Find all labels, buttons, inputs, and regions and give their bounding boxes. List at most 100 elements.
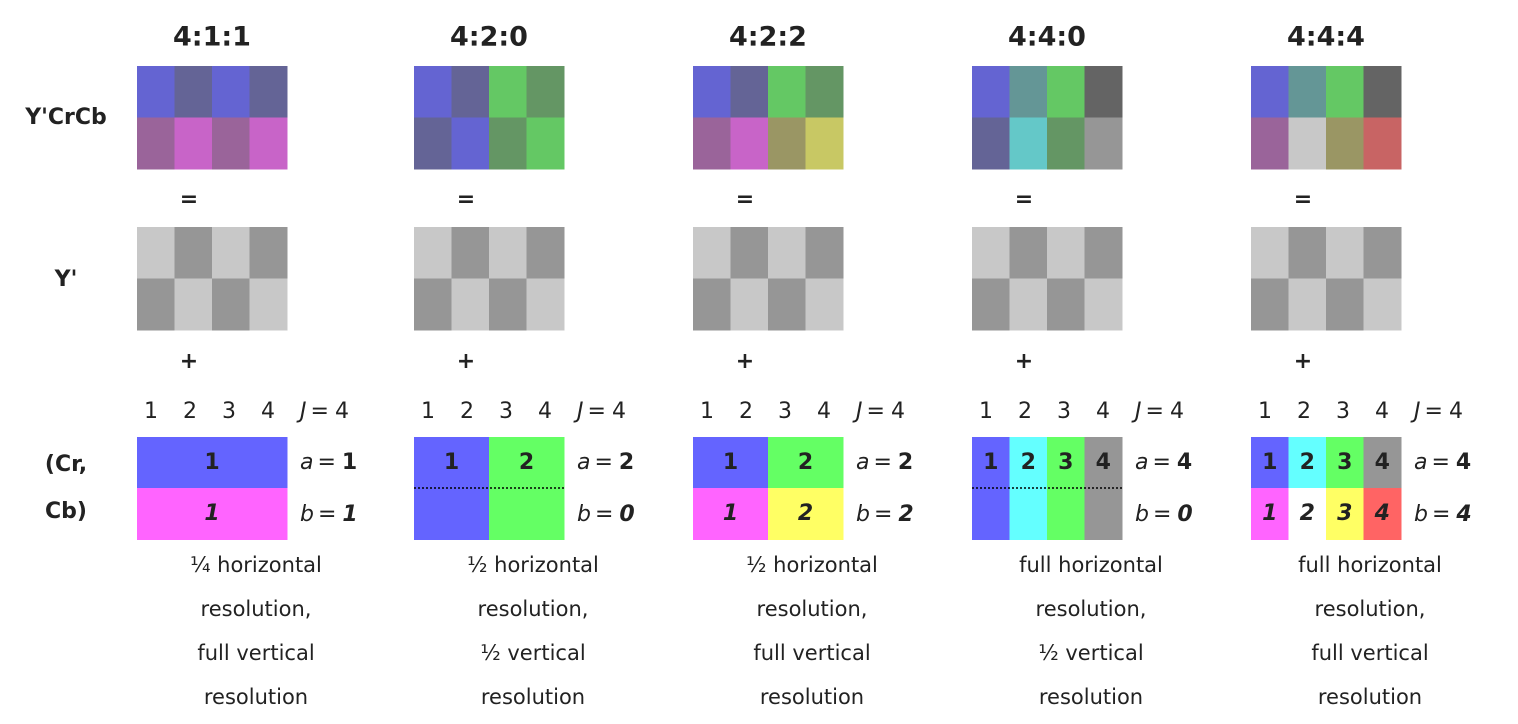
ratio-symbol: J: [1131, 399, 1142, 424]
pixel-cell: [249, 117, 288, 170]
ratio-value: 4: [1170, 399, 1184, 424]
pixel-cell: [137, 66, 175, 118]
pixel-cell: [1363, 66, 1402, 118]
pixel-cell: [414, 117, 452, 170]
pixel-cell: [768, 227, 806, 279]
chroma-cell: [693, 488, 769, 540]
ratio-equals: =: [588, 399, 606, 424]
chroma-label: 3: [1058, 450, 1073, 475]
ratio-symbol: a: [577, 450, 590, 475]
ratio-value: 1: [342, 502, 357, 527]
chroma-cell: [768, 488, 844, 540]
ratio-label: b = 1: [300, 502, 358, 527]
column-index: 3: [778, 399, 792, 424]
ratio-label: b = 2: [856, 502, 914, 527]
plus-sign: +: [736, 349, 754, 374]
pixel-cell: [1251, 117, 1289, 170]
pixel-cell: [1363, 117, 1402, 170]
pixel-cell: [1288, 117, 1327, 170]
row-label: (Cr,: [45, 452, 87, 477]
ratio-value: 4: [1449, 399, 1463, 424]
column-index: 4: [538, 399, 552, 424]
ratio-label: J = 4: [852, 399, 905, 424]
pixel-cell: [693, 66, 731, 118]
chroma-label: 1: [204, 501, 219, 526]
pixel-cell: [1363, 227, 1402, 279]
ratio-label: b = 4: [1414, 502, 1472, 527]
caption-line: ½ horizontal: [746, 553, 878, 577]
pixel-cell: [212, 227, 250, 279]
pixel-cell: [1251, 227, 1289, 279]
chroma-cell: [1251, 437, 1289, 489]
pixel-cell: [212, 66, 250, 118]
ratio-equals: =: [1431, 450, 1449, 475]
ratio-value: 0: [1177, 502, 1192, 527]
pixel-cell: [414, 227, 452, 279]
pixel-cell: [1084, 117, 1123, 170]
chroma-cell: [414, 488, 490, 540]
pixel-cell: [1326, 117, 1364, 170]
ratio-label: J = 4: [1131, 399, 1184, 424]
column-title: 4:2:0: [450, 22, 528, 53]
caption-line: resolution: [760, 685, 864, 709]
pixel-cell: [972, 117, 1010, 170]
pixel-cell: [768, 117, 806, 170]
ratio-label: a = 4: [1414, 450, 1471, 475]
equals-sign: =: [180, 187, 198, 212]
chroma-cell: [137, 437, 288, 489]
pixel-cell: [1009, 66, 1048, 118]
chroma-cell: [1326, 488, 1364, 540]
chroma-cell: [414, 437, 490, 489]
chroma-label: 1: [983, 450, 998, 475]
ratio-symbol: J: [573, 399, 584, 424]
plus-sign: +: [180, 349, 198, 374]
ratio-value: 4: [891, 399, 905, 424]
equals-sign: =: [457, 187, 475, 212]
pixel-cell: [451, 227, 490, 279]
pixel-cell: [730, 227, 769, 279]
chroma-cell: [1251, 488, 1289, 540]
pixel-cell: [805, 227, 844, 279]
chroma-label: 4: [1096, 450, 1111, 475]
pixel-cell: [1047, 227, 1085, 279]
pixel-cell: [1084, 227, 1123, 279]
chroma-label: 1: [723, 450, 738, 475]
chroma-cell: [1326, 437, 1364, 489]
chroma-cell: [693, 437, 769, 489]
column-index: 2: [739, 399, 753, 424]
pixel-cell: [1084, 66, 1123, 118]
chroma-label: 1: [723, 501, 738, 526]
ratio-label: b = 0: [1135, 502, 1193, 527]
ratio-symbol: b: [1135, 502, 1149, 527]
column-index: 4: [1096, 399, 1110, 424]
pixel-cell: [414, 66, 452, 118]
chroma-label: 2: [1300, 501, 1315, 526]
ratio-value: 2: [619, 450, 634, 475]
ratio-symbol: a: [1135, 450, 1148, 475]
column-index: 2: [1018, 399, 1032, 424]
pixel-cell: [526, 227, 565, 279]
chroma-label: 2: [1300, 450, 1315, 475]
column-index: 1: [979, 399, 993, 424]
ratio-equals: =: [867, 399, 885, 424]
chroma-label: 1: [444, 450, 459, 475]
ratio-equals: =: [594, 450, 612, 475]
pixel-cell: [526, 66, 565, 118]
pixel-cell: [693, 227, 731, 279]
ratio-symbol: a: [856, 450, 869, 475]
ratio-symbol: a: [1414, 450, 1427, 475]
pixel-cell: [1009, 117, 1048, 170]
pixel-cell: [1047, 66, 1085, 118]
caption-line: ¼ horizontal: [190, 553, 322, 577]
pixel-cell: [972, 227, 1010, 279]
caption-line: resolution: [204, 685, 308, 709]
pixel-cell: [1009, 278, 1048, 331]
caption-line: resolution,: [1315, 597, 1426, 621]
pixel-cell: [137, 227, 175, 279]
chroma-cell: [1363, 437, 1402, 489]
pixel-cell: [972, 278, 1010, 331]
ratio-value: 4: [1455, 502, 1471, 527]
ratio-value: 4: [612, 399, 626, 424]
chroma-cell: [489, 437, 565, 489]
pixel-cell: [526, 117, 565, 170]
